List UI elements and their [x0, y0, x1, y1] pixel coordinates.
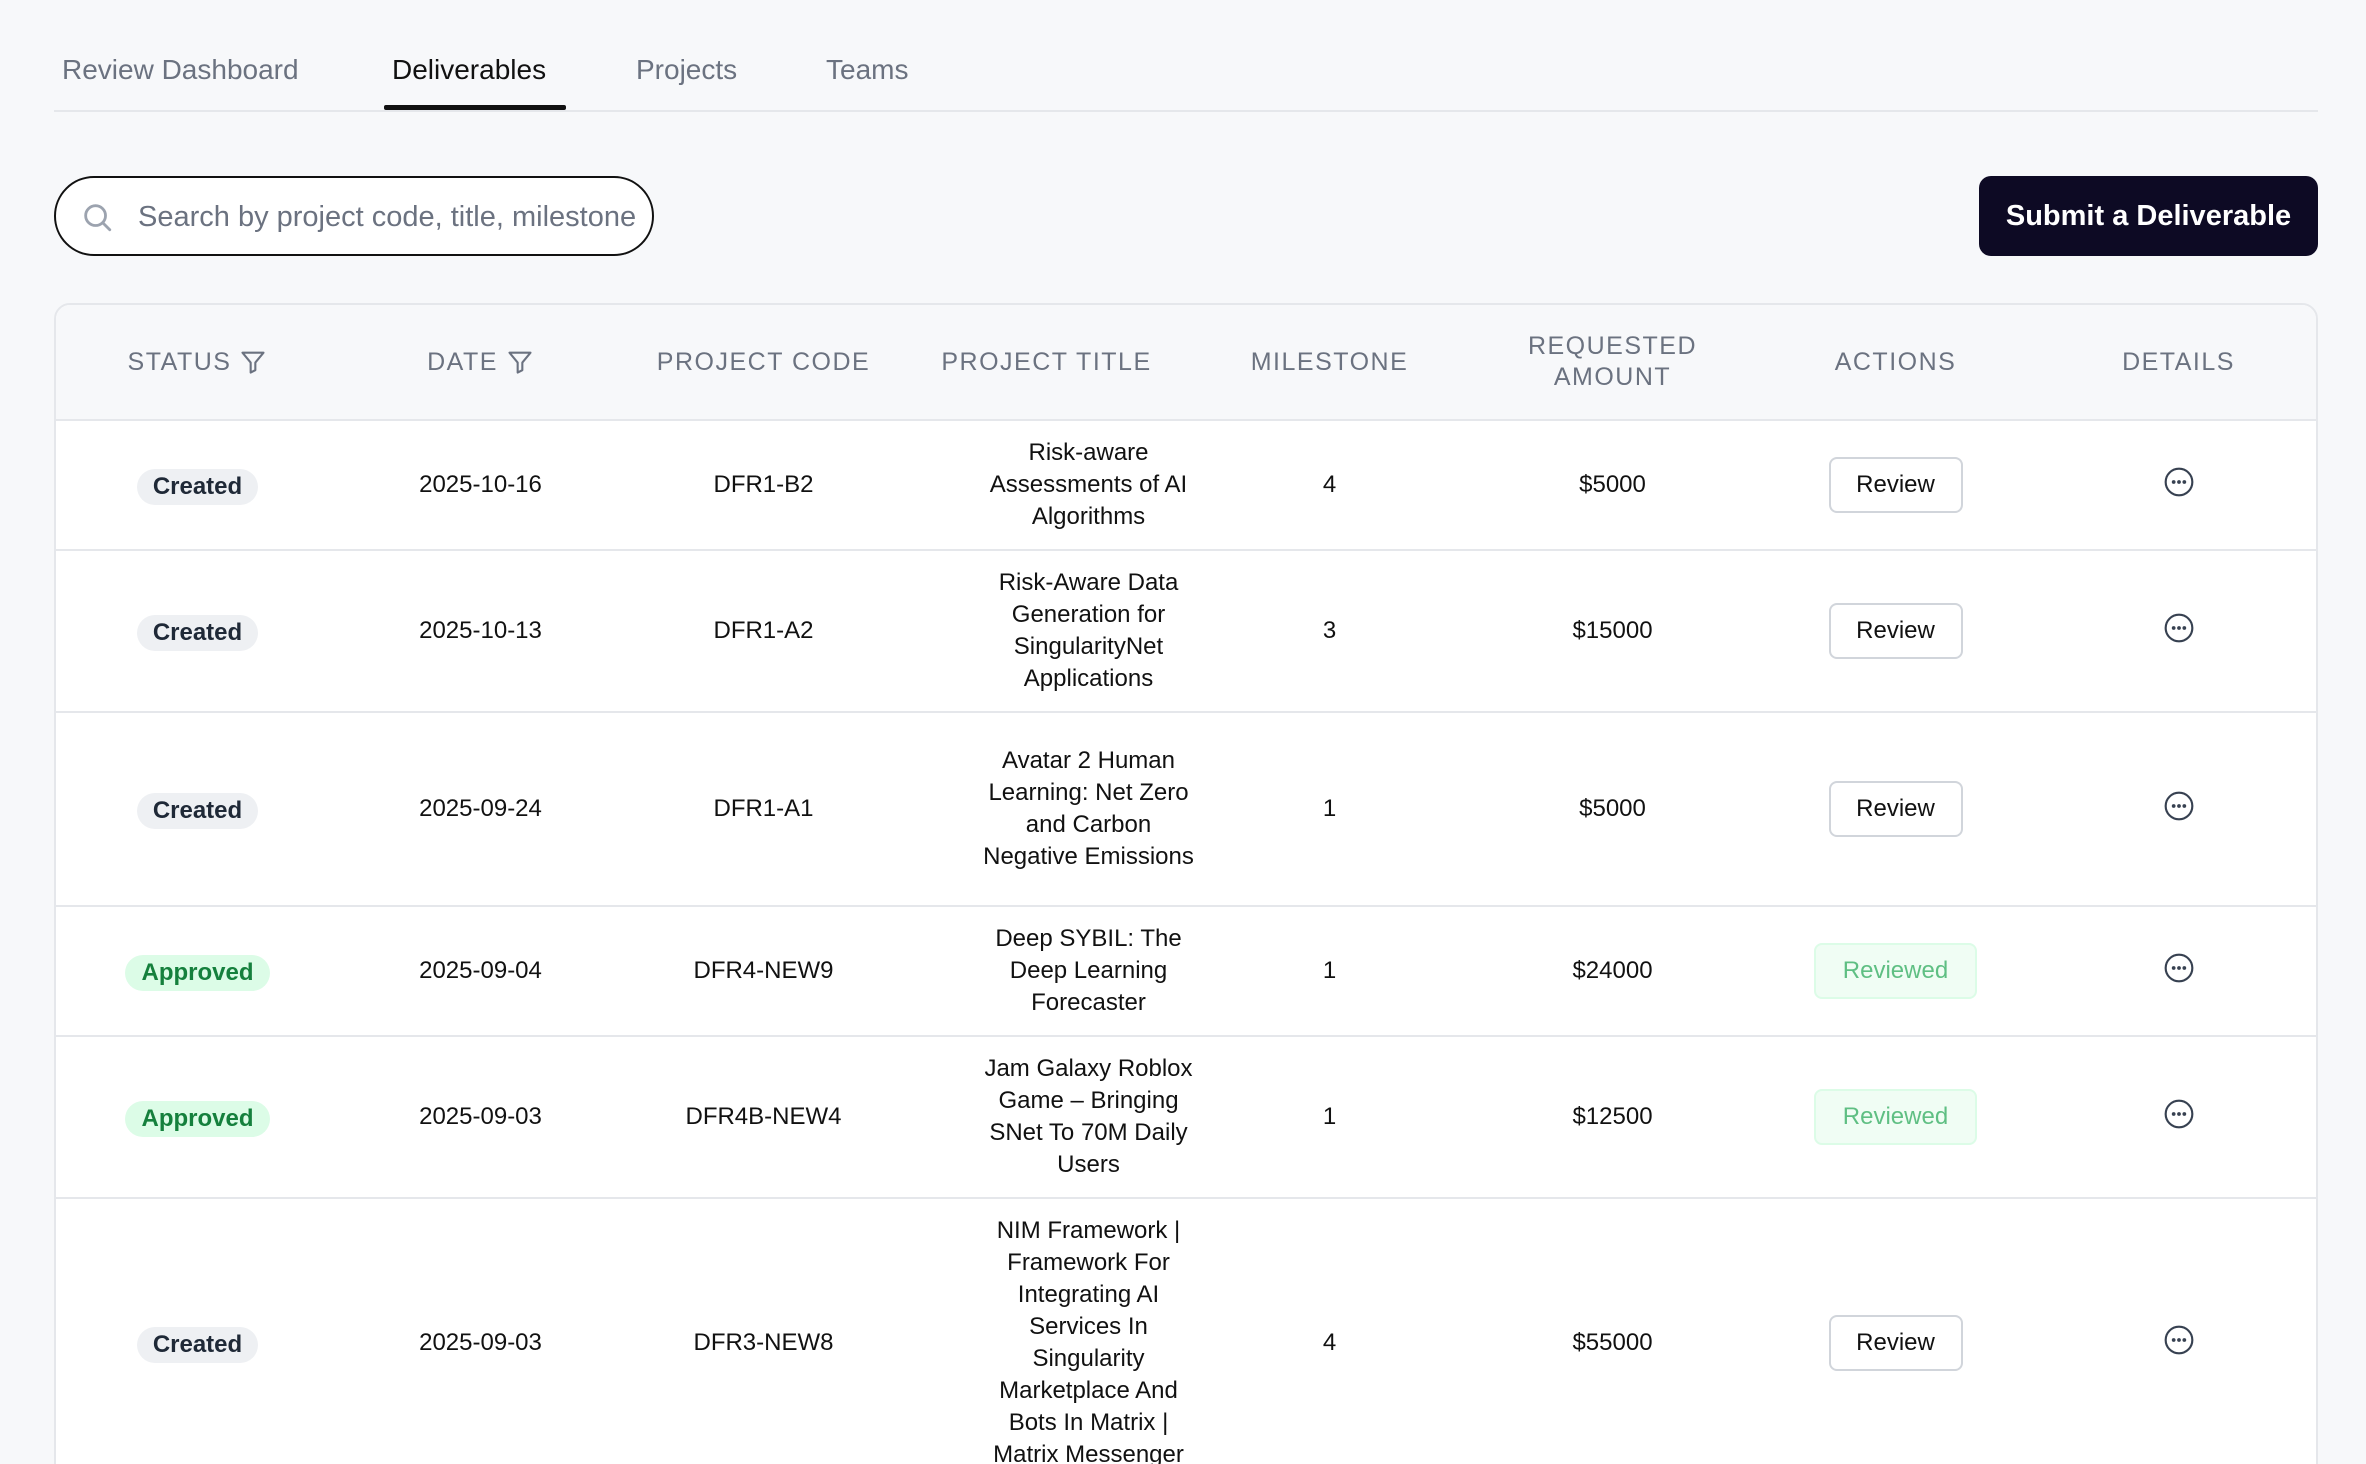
- tab-projects[interactable]: Projects: [636, 54, 738, 85]
- amount-cell: $15000: [1572, 617, 1653, 644]
- header-project-title: PROJECT TITLE: [941, 347, 1152, 376]
- reviewed-button: Reviewed: [1814, 943, 1977, 999]
- tab-review-dashboard[interactable]: Review Dashboard: [62, 54, 299, 85]
- milestone-cell: 4: [1322, 471, 1337, 498]
- active-tab-indicator: [384, 105, 566, 110]
- project-title-cell: Risk-Aware Data Generation for Singulari…: [998, 569, 1179, 692]
- date-cell: 2025-09-24: [419, 795, 542, 822]
- project-code-cell: DFR3-NEW8: [693, 1329, 834, 1356]
- header-date-label: DATE: [427, 347, 498, 376]
- project-code-cell: DFR4B-NEW4: [685, 1103, 842, 1130]
- table-row: Created 2025-09-24 DFR1-A1 Avatar 2 Huma…: [56, 713, 2316, 907]
- submit-deliverable-button[interactable]: Submit a Deliverable: [1979, 176, 2318, 256]
- more-horizontal-circle-icon[interactable]: [2163, 1098, 2195, 1130]
- header-requested-amount: REQUESTED AMOUNT: [1527, 332, 1698, 391]
- header-status[interactable]: STATUS: [56, 305, 339, 419]
- more-horizontal-circle-icon[interactable]: [2163, 612, 2195, 644]
- amount-cell: $5000: [1579, 471, 1646, 498]
- milestone-cell: 1: [1322, 795, 1337, 822]
- milestone-cell: 3: [1322, 617, 1337, 644]
- review-button[interactable]: Review: [1828, 603, 1963, 659]
- amount-cell: $24000: [1572, 957, 1653, 984]
- tab-bar: Review Dashboard Deliverables Projects T…: [54, 36, 2318, 112]
- date-cell: 2025-10-16: [419, 471, 542, 498]
- amount-cell: $55000: [1572, 1329, 1653, 1356]
- table-row: Created 2025-09-03 DFR3-NEW8 NIM Framewo…: [56, 1199, 2316, 1464]
- table-row: Created 2025-10-16 DFR1-B2 Risk-aware As…: [56, 421, 2316, 551]
- status-badge: Created: [136, 615, 259, 651]
- project-code-cell: DFR4-NEW9: [693, 957, 834, 984]
- more-horizontal-circle-icon[interactable]: [2163, 790, 2195, 822]
- review-button[interactable]: Review: [1828, 781, 1963, 837]
- header-actions: ACTIONS: [1834, 347, 1957, 376]
- table-row: Approved 2025-09-03 DFR4B-NEW4 Jam Galax…: [56, 1037, 2316, 1199]
- header-project-code: PROJECT CODE: [656, 347, 871, 376]
- project-code-cell: DFR1-A1: [713, 795, 814, 822]
- tab-deliverables[interactable]: Deliverables: [392, 54, 547, 85]
- status-badge: Approved: [125, 1101, 270, 1137]
- project-title-cell: Avatar 2 Human Learning: Net Zero and Ca…: [983, 747, 1194, 870]
- project-code-cell: DFR1-A2: [713, 617, 814, 644]
- status-badge: Created: [136, 793, 259, 829]
- project-code-cell: DFR1-B2: [713, 471, 814, 498]
- header-details: DETAILS: [2122, 347, 2235, 376]
- date-cell: 2025-10-13: [419, 617, 542, 644]
- date-cell: 2025-09-04: [419, 957, 542, 984]
- table-header: STATUS DATE PROJECT CODE PROJECT TITLE M…: [56, 305, 2316, 421]
- search-input[interactable]: [136, 192, 640, 242]
- filter-icon[interactable]: [239, 348, 267, 376]
- status-badge: Created: [136, 1327, 259, 1363]
- project-title-cell: Risk-aware Assessments of AI Algorithms: [989, 439, 1188, 530]
- header-milestone: MILESTONE: [1250, 347, 1409, 376]
- milestone-cell: 1: [1322, 957, 1337, 984]
- amount-cell: $12500: [1572, 1103, 1653, 1130]
- more-horizontal-circle-icon[interactable]: [2163, 466, 2195, 498]
- milestone-cell: 1: [1322, 1103, 1337, 1130]
- reviewed-button: Reviewed: [1814, 1089, 1977, 1145]
- more-horizontal-circle-icon[interactable]: [2163, 1324, 2195, 1356]
- date-cell: 2025-09-03: [419, 1103, 542, 1130]
- header-status-label: STATUS: [127, 347, 232, 376]
- project-title-cell: Jam Galaxy Roblox Game – Bringing SNet T…: [984, 1055, 1193, 1178]
- table-row: Created 2025-10-13 DFR1-A2 Risk-Aware Da…: [56, 551, 2316, 713]
- review-button[interactable]: Review: [1828, 457, 1963, 513]
- project-title-cell: Deep SYBIL: The Deep Learning Forecaster: [995, 925, 1182, 1016]
- review-button[interactable]: Review: [1828, 1315, 1963, 1371]
- search-icon: [84, 204, 112, 232]
- deliverables-table: STATUS DATE PROJECT CODE PROJECT TITLE M…: [54, 303, 2318, 1464]
- amount-cell: $5000: [1579, 795, 1646, 822]
- header-date[interactable]: DATE: [339, 305, 622, 419]
- status-badge: Created: [136, 469, 259, 505]
- table-row: Approved 2025-09-04 DFR4-NEW9 Deep SYBIL…: [56, 907, 2316, 1037]
- tab-teams[interactable]: Teams: [826, 54, 909, 85]
- project-title-cell: NIM Framework | Framework For Integratin…: [993, 1217, 1184, 1464]
- milestone-cell: 4: [1322, 1329, 1337, 1356]
- search-box[interactable]: [54, 176, 654, 256]
- more-horizontal-circle-icon[interactable]: [2163, 952, 2195, 984]
- date-cell: 2025-09-03: [419, 1329, 542, 1356]
- filter-icon[interactable]: [506, 348, 534, 376]
- status-badge: Approved: [125, 955, 270, 991]
